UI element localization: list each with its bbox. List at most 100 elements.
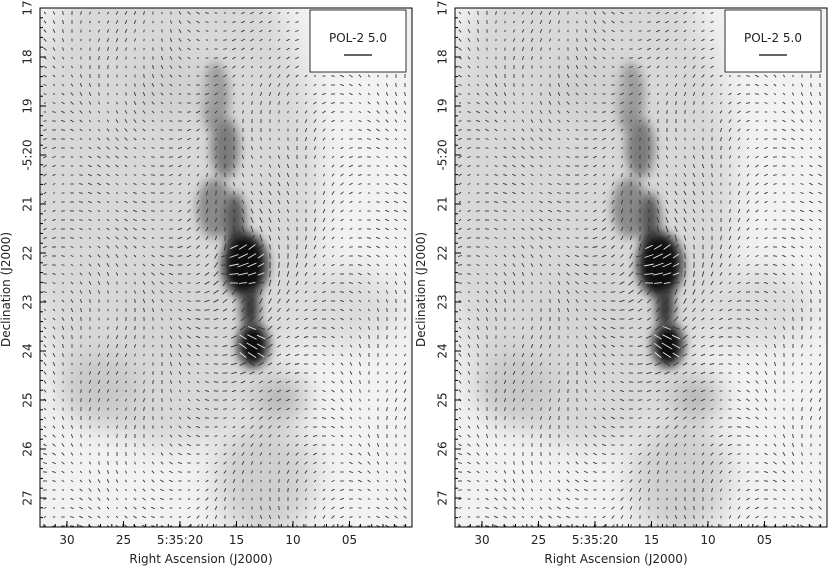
polarization-vector	[313, 136, 317, 142]
polarization-vector	[331, 480, 335, 482]
polarization-vector	[70, 479, 74, 483]
polarization-vector	[160, 101, 164, 105]
polarization-vector	[403, 388, 407, 394]
polarization-vector	[458, 218, 462, 222]
emission	[475, 353, 555, 423]
polarization-vector	[746, 362, 750, 366]
polarization-vector	[233, 110, 235, 114]
polarization-vector	[711, 163, 713, 169]
polarization-vector	[692, 461, 696, 465]
polarization-vector	[186, 335, 192, 339]
polarization-vector	[133, 254, 137, 258]
polarization-vector	[746, 75, 750, 77]
polarization-vector	[62, 407, 64, 411]
polarization-vector	[187, 515, 191, 519]
polarization-vector	[205, 217, 209, 223]
polarization-vector	[809, 281, 813, 285]
polarization-vector	[692, 289, 696, 295]
polarization-vector	[692, 316, 696, 322]
polarization-vector	[512, 353, 516, 357]
polarization-vector	[755, 317, 759, 321]
polarization-vector	[70, 254, 74, 258]
polarization-vector	[242, 154, 244, 160]
polarization-vector	[106, 389, 110, 393]
polarization-vector	[169, 120, 173, 122]
polarization-vector	[549, 344, 551, 348]
polarization-vector	[222, 279, 228, 287]
polarization-vector	[106, 344, 110, 348]
polarization-vector	[79, 219, 83, 221]
polarization-vector	[512, 280, 516, 286]
polarization-vector	[70, 443, 74, 447]
polarization-vector	[402, 182, 408, 186]
polarization-vector	[458, 371, 462, 375]
polarization-vector	[673, 362, 679, 366]
polarization-vector	[160, 452, 164, 456]
polarization-vector	[755, 308, 759, 312]
polarization-vector	[196, 235, 200, 241]
polarization-vector	[522, 110, 524, 114]
polarization-vector	[513, 47, 515, 51]
polarization-vector	[476, 47, 480, 51]
polarization-vector	[782, 434, 786, 438]
polarization-vector	[531, 398, 533, 402]
polarization-vector	[313, 226, 317, 232]
polarization-vector	[764, 83, 768, 87]
polarization-vector	[557, 119, 561, 123]
polarization-vector	[521, 210, 525, 212]
polarization-vector	[809, 110, 813, 114]
polarization-vector	[232, 74, 236, 78]
polarization-vector	[628, 262, 634, 268]
polarization-vector	[503, 101, 507, 105]
x-tick-label: 30	[474, 533, 489, 547]
polarization-vector	[494, 281, 498, 285]
polarization-vector	[143, 406, 145, 412]
polarization-vector	[349, 191, 353, 195]
polarization-vector	[142, 236, 146, 240]
polarization-vector	[276, 398, 282, 402]
polarization-vector	[486, 424, 488, 430]
polarization-vector	[764, 370, 768, 376]
polarization-vector	[645, 344, 653, 348]
polarization-vector	[277, 208, 281, 214]
polarization-vector	[791, 515, 795, 519]
polarization-vector	[143, 461, 145, 465]
polarization-vector	[115, 201, 119, 203]
polarization-vector	[187, 416, 191, 420]
polarization-vector	[286, 83, 290, 87]
polarization-vector	[394, 263, 398, 267]
polarization-vector	[619, 389, 625, 393]
polarization-vector	[249, 371, 255, 375]
polarization-vector	[485, 452, 489, 456]
polarization-vector	[276, 407, 282, 411]
polarization-vector	[313, 128, 317, 132]
polarization-vector	[71, 415, 73, 421]
polarization-vector	[134, 38, 136, 42]
polarization-vector	[107, 425, 109, 429]
polarization-vector	[268, 217, 272, 223]
x-tick-label: 5:35:20	[572, 533, 618, 547]
polarization-vector	[818, 506, 822, 510]
polarization-vector	[42, 462, 48, 464]
polarization-vector	[736, 426, 742, 428]
polarization-vector	[187, 20, 191, 24]
polarization-vector	[476, 443, 480, 447]
polarization-vector	[395, 335, 397, 339]
polarization-vector	[773, 290, 777, 294]
polarization-vector	[647, 443, 651, 447]
polarization-vector	[503, 119, 507, 123]
polarization-vector	[566, 73, 570, 79]
polarization-vector	[160, 92, 164, 96]
polarization-vector	[196, 57, 200, 59]
polarization-vector	[233, 191, 235, 195]
polarization-vector	[746, 209, 750, 213]
polarization-vector	[647, 92, 651, 96]
polarization-vector	[61, 498, 65, 500]
polarization-vector	[205, 119, 209, 123]
polarization-vector	[746, 119, 750, 123]
polarization-vector	[80, 443, 82, 447]
polarization-vector	[495, 434, 497, 438]
polarization-vector	[385, 92, 389, 96]
polarization-vector	[88, 245, 92, 249]
polarization-vector	[238, 244, 248, 250]
